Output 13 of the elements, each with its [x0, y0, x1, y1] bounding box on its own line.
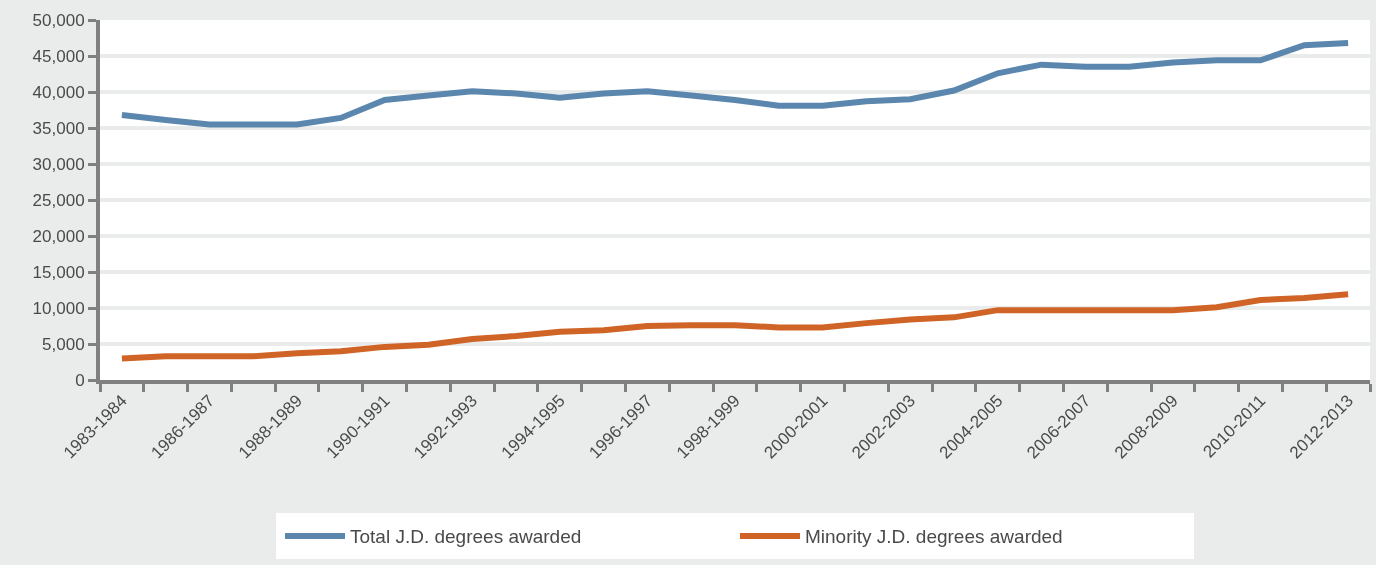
y-tick-label: 15,000 [32, 262, 85, 282]
y-tick-label: 40,000 [32, 82, 85, 102]
legend-label: Total J.D. degrees awarded [350, 526, 582, 548]
y-tick-label: 10,000 [32, 298, 85, 318]
y-tick-label: 25,000 [32, 190, 85, 210]
y-tick-label: 30,000 [32, 154, 85, 174]
y-tick-label: 50,000 [32, 10, 85, 30]
y-tick-label: 0 [75, 370, 85, 390]
y-tick-label: 20,000 [32, 226, 85, 246]
y-tick-label: 5,000 [42, 334, 85, 354]
y-tick-label: 45,000 [32, 46, 85, 66]
y-tick-label: 35,000 [32, 118, 85, 138]
legend-label: Minority J.D. degrees awarded [805, 526, 1063, 548]
